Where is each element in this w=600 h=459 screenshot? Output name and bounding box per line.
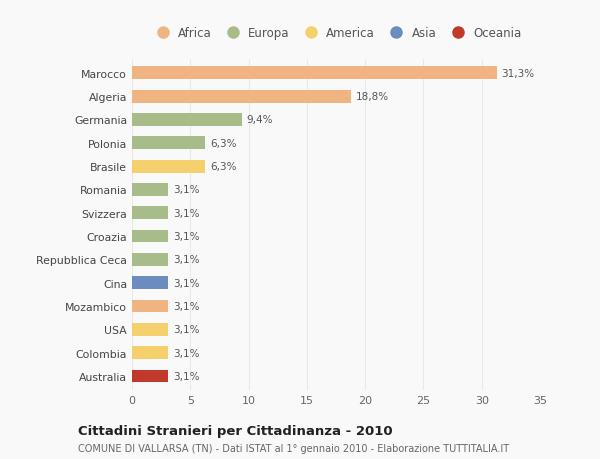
Bar [132, 347, 168, 359]
Text: 3,1%: 3,1% [173, 278, 199, 288]
Bar [132, 230, 168, 243]
Text: 3,1%: 3,1% [173, 371, 199, 381]
Text: 31,3%: 31,3% [502, 69, 535, 78]
Text: COMUNE DI VALLARSA (TN) - Dati ISTAT al 1° gennaio 2010 - Elaborazione TUTTITALI: COMUNE DI VALLARSA (TN) - Dati ISTAT al … [78, 443, 509, 453]
Bar [132, 253, 168, 266]
Bar [132, 160, 205, 173]
Bar [132, 277, 168, 290]
Text: 3,1%: 3,1% [173, 231, 199, 241]
Text: 9,4%: 9,4% [246, 115, 273, 125]
Bar [132, 137, 205, 150]
Text: Cittadini Stranieri per Cittadinanza - 2010: Cittadini Stranieri per Cittadinanza - 2… [78, 424, 392, 437]
Text: 3,1%: 3,1% [173, 208, 199, 218]
Bar [132, 114, 242, 127]
Text: 6,3%: 6,3% [210, 139, 236, 148]
Bar [132, 370, 168, 383]
Text: 6,3%: 6,3% [210, 162, 236, 172]
Legend: Africa, Europa, America, Asia, Oceania: Africa, Europa, America, Asia, Oceania [146, 22, 526, 45]
Text: 3,1%: 3,1% [173, 255, 199, 265]
Bar [132, 67, 497, 80]
Text: 3,1%: 3,1% [173, 325, 199, 335]
Text: 18,8%: 18,8% [356, 92, 389, 102]
Bar [132, 323, 168, 336]
Bar [132, 90, 351, 103]
Text: 3,1%: 3,1% [173, 302, 199, 311]
Bar [132, 300, 168, 313]
Bar [132, 184, 168, 196]
Bar [132, 207, 168, 220]
Text: 3,1%: 3,1% [173, 348, 199, 358]
Text: 3,1%: 3,1% [173, 185, 199, 195]
